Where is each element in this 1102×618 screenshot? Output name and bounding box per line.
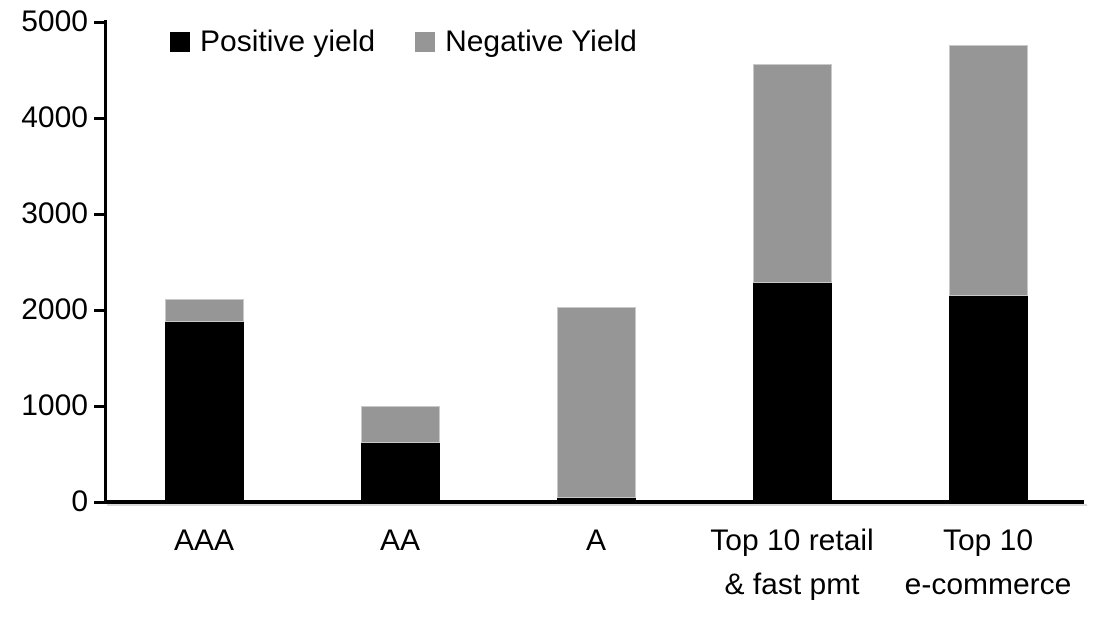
bar-segment-positive-yield: [360, 443, 440, 502]
y-tick-label: 5000: [21, 5, 88, 38]
bar-segment-positive-yield: [556, 498, 636, 502]
bar-segment-positive-yield: [752, 283, 832, 502]
y-axis-tick: [94, 212, 105, 216]
bar-segment-positive-yield: [164, 321, 244, 502]
chart-legend: Positive yield Negative Yield: [170, 27, 637, 57]
legend-swatch-icon: [415, 32, 436, 52]
x-axis-label: Top 10 e-commerce: [904, 524, 1072, 601]
legend-item: Negative Yield: [415, 27, 637, 57]
y-tick-label: 3000: [21, 197, 88, 230]
y-tick-label: 1000: [21, 389, 88, 422]
y-axis-tick: [94, 116, 105, 120]
y-tick-label: 0: [71, 485, 88, 518]
legend-label: Positive yield: [200, 25, 376, 58]
legend-item: Positive yield: [170, 27, 375, 57]
y-axis-line: [104, 20, 107, 504]
y-tick-label: 4000: [21, 101, 88, 134]
y-axis-tick: [94, 308, 105, 312]
bar-segment-negative-yield: [948, 45, 1028, 296]
y-axis-tick: [94, 20, 105, 24]
x-axis-label: AA: [379, 524, 421, 557]
y-axis-tick: [94, 404, 105, 408]
y-axis-tick: [94, 500, 105, 504]
legend-swatch-icon: [170, 32, 190, 52]
bar-segment-negative-yield: [752, 64, 832, 284]
bar-segment-negative-yield: [164, 299, 244, 322]
legend-label: Negative Yield: [445, 25, 637, 58]
bar-segment-positive-yield: [948, 295, 1028, 502]
bar-segment-negative-yield: [556, 307, 636, 499]
bar-segment-negative-yield: [360, 406, 440, 444]
x-axis-line: [104, 500, 1084, 504]
x-axis-label: AAA: [173, 524, 235, 557]
y-tick-label: 2000: [21, 293, 88, 326]
x-axis-label: Top 10 retail & fast pmt: [710, 524, 874, 601]
x-axis-label: A: [585, 524, 606, 557]
x-axis-shadow: [107, 504, 1087, 506]
